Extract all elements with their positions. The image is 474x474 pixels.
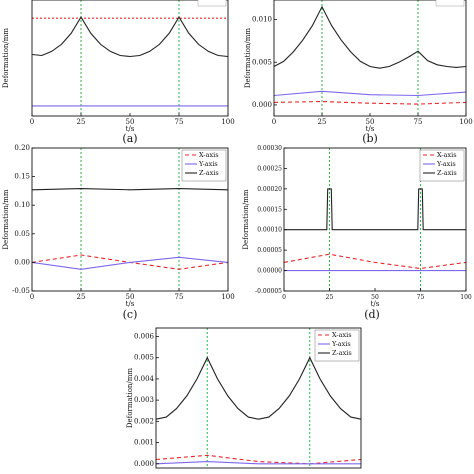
series-line-z-axis <box>284 188 466 231</box>
x-tick-label: 0 <box>30 293 34 301</box>
y-tick-label: 0.00010 <box>257 227 282 234</box>
y-axis-label: Deformation/mm <box>244 28 252 88</box>
series-line-x-axis <box>284 253 466 270</box>
y-tick-label: 0.00030 <box>257 145 282 152</box>
legend-label: X-axis <box>437 151 457 159</box>
legend-label: Y-axis <box>198 160 218 168</box>
y-tick-label: 0.00025 <box>257 165 282 172</box>
legend-box <box>181 149 227 182</box>
x-tick-label: 100 <box>459 118 472 126</box>
x-axis-label: t/s <box>366 125 375 133</box>
x-tick-label: 25 <box>77 293 86 301</box>
x-tick-label: 25 <box>77 118 86 126</box>
y-tick-label: 0.002 <box>134 417 154 425</box>
chart-panel-c: 0 25 50 75 100 -0.05 0.00 0.05 0.10 0.15 0.20 t/s De… <box>2 144 235 321</box>
x-tick-label: 75 <box>175 293 184 301</box>
y-tick-label: 0.00 <box>14 258 30 266</box>
y-tick-label: 0.000 <box>134 460 154 468</box>
legend-label: Z-axis <box>332 349 352 357</box>
y-tick-label: 0.00015 <box>257 206 282 213</box>
legend-box <box>435 0 465 7</box>
x-tick-label: 50 <box>126 293 135 301</box>
x-tick-label: 75 <box>175 118 184 126</box>
y-tick-label: 0.000 <box>252 101 272 109</box>
legend-label: Z-axis <box>199 169 219 177</box>
x-axis-label: t/s <box>126 125 135 133</box>
x-tick-label: 25 <box>318 118 327 126</box>
x-axis-label: t/s <box>371 300 380 308</box>
y-tick-label: 0.00020 <box>257 186 282 193</box>
panel-caption: (a) <box>122 132 137 145</box>
y-axis-label: Deformation/mm <box>2 189 10 249</box>
y-tick-label: 0.005 <box>252 58 272 66</box>
plot-area-e <box>156 328 361 468</box>
y-tick-label: 0.00000 <box>257 268 282 275</box>
y-tick-label: 0.010 <box>252 16 272 24</box>
panel-caption: (c) <box>123 308 138 321</box>
chart-panel-a: 0 25 50 75 100 t/s Deformation/mm (a) <box>2 0 235 145</box>
y-tick-label: 0.003 <box>134 396 154 404</box>
x-tick-label: 50 <box>126 118 135 126</box>
x-tick-label: 100 <box>460 294 472 301</box>
y-tick-label: 0.10 <box>14 201 30 209</box>
legend-label: X-axis <box>199 151 219 159</box>
x-tick-label: 100 <box>221 118 234 126</box>
panel-caption: (d) <box>364 308 380 321</box>
y-tick-label: 0.20 <box>14 144 30 152</box>
legend-label: Y-axis <box>436 160 456 168</box>
plot-area-a <box>32 0 228 116</box>
y-tick-label: -0.00005 <box>255 288 282 295</box>
legend-label: X-axis <box>332 331 352 339</box>
y-axis-label: Deformation/mm <box>2 28 10 88</box>
y-tick-label: 0.005 <box>134 354 154 362</box>
series-line-line-2 <box>32 16 228 58</box>
x-tick-label: 75 <box>417 294 425 301</box>
legend-box <box>314 329 360 362</box>
chart-panel-b: 0 25 50 75 100 0.000 0.005 0.010 t/s Deformation/… <box>244 0 473 145</box>
series-line-z-axis <box>156 356 361 420</box>
y-tick-label: 0.15 <box>14 173 30 181</box>
x-tick-label: 0 <box>30 118 34 126</box>
series-line-y-axis <box>32 256 228 270</box>
y-tick-label: 0.001 <box>134 439 154 447</box>
x-tick-label: 50 <box>371 294 379 301</box>
legend-box <box>197 0 227 7</box>
series-line-z-axis <box>32 188 228 191</box>
y-axis-label: Deformation/mm <box>242 189 250 249</box>
chart-panel-e: 0.000 0.001 0.002 0.003 0.004 0.005 0.006 Defor… <box>126 327 362 469</box>
y-tick-label: 0.006 <box>134 332 155 340</box>
plot-area-d <box>284 148 466 291</box>
x-tick-label: 0 <box>272 118 276 126</box>
x-tick-label: 0 <box>282 294 286 301</box>
y-tick-label: 0.05 <box>14 230 30 238</box>
series-line-x-axis <box>156 454 361 465</box>
series-line-line-0 <box>274 100 466 105</box>
x-axis-label: t/s <box>126 300 135 308</box>
series-line-line-1 <box>274 90 466 97</box>
x-tick-label: 50 <box>366 118 375 126</box>
plot-area-c <box>32 148 228 291</box>
y-tick-label: -0.05 <box>12 287 30 295</box>
legend-label: Z-axis <box>437 169 457 177</box>
y-tick-label: 0.00005 <box>257 247 282 254</box>
x-tick-label: 75 <box>414 118 423 126</box>
legend-label: Y-axis <box>331 340 351 348</box>
panel-caption: (b) <box>362 132 378 145</box>
plot-frame <box>155 327 362 469</box>
plot-frame <box>273 0 467 117</box>
legend-box <box>419 149 465 182</box>
series-line-y-axis <box>156 461 361 465</box>
x-tick-label: 100 <box>221 293 234 301</box>
x-tick-label: 25 <box>326 294 334 301</box>
series-line-line-2 <box>274 5 466 69</box>
chart-panel-d: 0 25 50 75 100 -0.00005 0.00000 0.00005 0.00010 0… <box>242 145 472 321</box>
plot-frame <box>31 0 229 117</box>
y-tick-label: 0.004 <box>134 375 155 383</box>
y-axis-label: Deformation/mm <box>126 368 134 428</box>
plot-area-b <box>274 0 466 116</box>
